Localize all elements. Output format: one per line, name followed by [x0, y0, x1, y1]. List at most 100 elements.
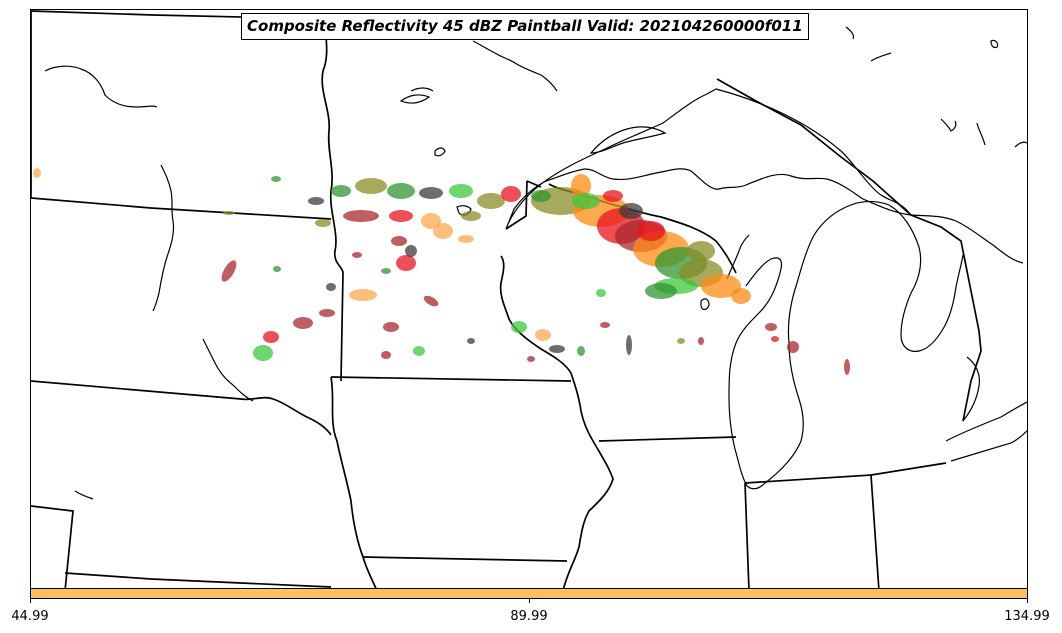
blob — [701, 274, 741, 298]
blob — [461, 211, 481, 221]
blob — [433, 223, 453, 239]
border-sd-ne — [31, 380, 332, 436]
blob — [381, 351, 391, 359]
scattered-cells — [33, 168, 850, 375]
blob — [577, 346, 585, 356]
blob — [381, 268, 391, 274]
border-mi-oh — [870, 462, 947, 476]
blob — [315, 219, 331, 227]
blob — [626, 335, 632, 355]
map-canvas — [31, 10, 1027, 592]
blob — [467, 338, 475, 344]
blob — [389, 210, 413, 222]
border-nd-sd — [31, 197, 332, 220]
blob — [423, 295, 439, 307]
blob — [449, 184, 473, 198]
lake-nipigon — [472, 40, 558, 92]
blob — [355, 178, 387, 194]
border-il-in — [744, 482, 750, 592]
blob — [387, 183, 415, 199]
border-mississippi — [499, 255, 614, 592]
colorbar-tick-max: 134.99 — [1004, 609, 1050, 624]
blob — [698, 337, 704, 345]
blob — [273, 266, 281, 272]
blob — [765, 323, 777, 331]
blob — [458, 235, 474, 243]
blob — [571, 174, 591, 198]
mille-lacs — [434, 147, 472, 216]
blob — [511, 321, 527, 333]
lake-nipissing — [940, 118, 986, 146]
blob — [731, 288, 751, 304]
reflectivity-paintball — [33, 168, 850, 375]
blob — [343, 210, 379, 222]
blob — [352, 252, 362, 258]
swath-main — [531, 174, 751, 304]
lake-michigan-shoreline — [728, 206, 847, 490]
blob — [223, 211, 235, 215]
blob — [535, 329, 551, 341]
blob — [413, 346, 425, 356]
blob — [293, 317, 313, 329]
blob — [603, 190, 623, 202]
blob — [572, 193, 600, 209]
blob — [331, 185, 351, 197]
blob — [619, 203, 643, 219]
swath-north — [308, 178, 521, 271]
blob — [600, 322, 610, 328]
blob — [531, 190, 551, 202]
colorbar-tick-mark — [30, 599, 31, 603]
blob — [677, 338, 685, 344]
keweenaw-peninsula — [589, 126, 667, 154]
map-frame — [30, 9, 1028, 599]
blob — [687, 241, 715, 261]
colorbar-tick-mark — [1027, 599, 1028, 603]
michigan-thumb — [962, 356, 980, 422]
border-ia-mo — [362, 556, 568, 562]
blob — [253, 345, 273, 361]
blob — [501, 186, 521, 202]
blob — [549, 345, 565, 353]
colorbar-tick-mark — [529, 599, 530, 603]
blob — [645, 283, 677, 299]
blob — [326, 283, 336, 291]
border-wi-il — [598, 436, 737, 442]
lake-manitoba-fragment — [845, 26, 855, 40]
blob — [271, 176, 281, 182]
border-ia-west — [330, 376, 378, 592]
blob — [596, 289, 606, 297]
blob — [349, 289, 377, 301]
iowa-river — [74, 490, 94, 500]
blob — [421, 213, 441, 229]
blob — [477, 193, 505, 209]
colorbar-tick-mid: 89.99 — [510, 609, 548, 624]
blob — [396, 255, 416, 271]
blob — [637, 221, 665, 241]
lake-erie-shoreline — [945, 401, 1027, 462]
border-mn-wi-north — [505, 180, 542, 230]
red-lake — [399, 87, 434, 104]
lake-huron-shoreline — [845, 200, 1024, 352]
state-borders — [31, 10, 982, 592]
lake-sakakawea — [202, 338, 254, 402]
colorbar — [30, 588, 1028, 599]
lake-of-the-woods — [44, 65, 158, 108]
blob — [263, 331, 279, 343]
colorbar-tick-min: 44.99 — [11, 609, 49, 624]
blob — [405, 245, 417, 257]
devils-lake — [152, 164, 175, 312]
blob — [787, 341, 799, 353]
lake-winnebago — [700, 298, 710, 311]
border-canada-east — [716, 78, 982, 422]
blob — [383, 322, 399, 332]
green-bay-shoreline — [726, 234, 750, 280]
blob — [221, 260, 237, 282]
blob — [319, 309, 335, 317]
blob — [419, 187, 443, 199]
border-nd-mn — [321, 12, 344, 382]
blob — [308, 197, 324, 205]
border-sd-ne-south — [31, 505, 332, 592]
blob — [391, 236, 407, 246]
blob — [844, 359, 850, 375]
blob — [33, 168, 41, 178]
